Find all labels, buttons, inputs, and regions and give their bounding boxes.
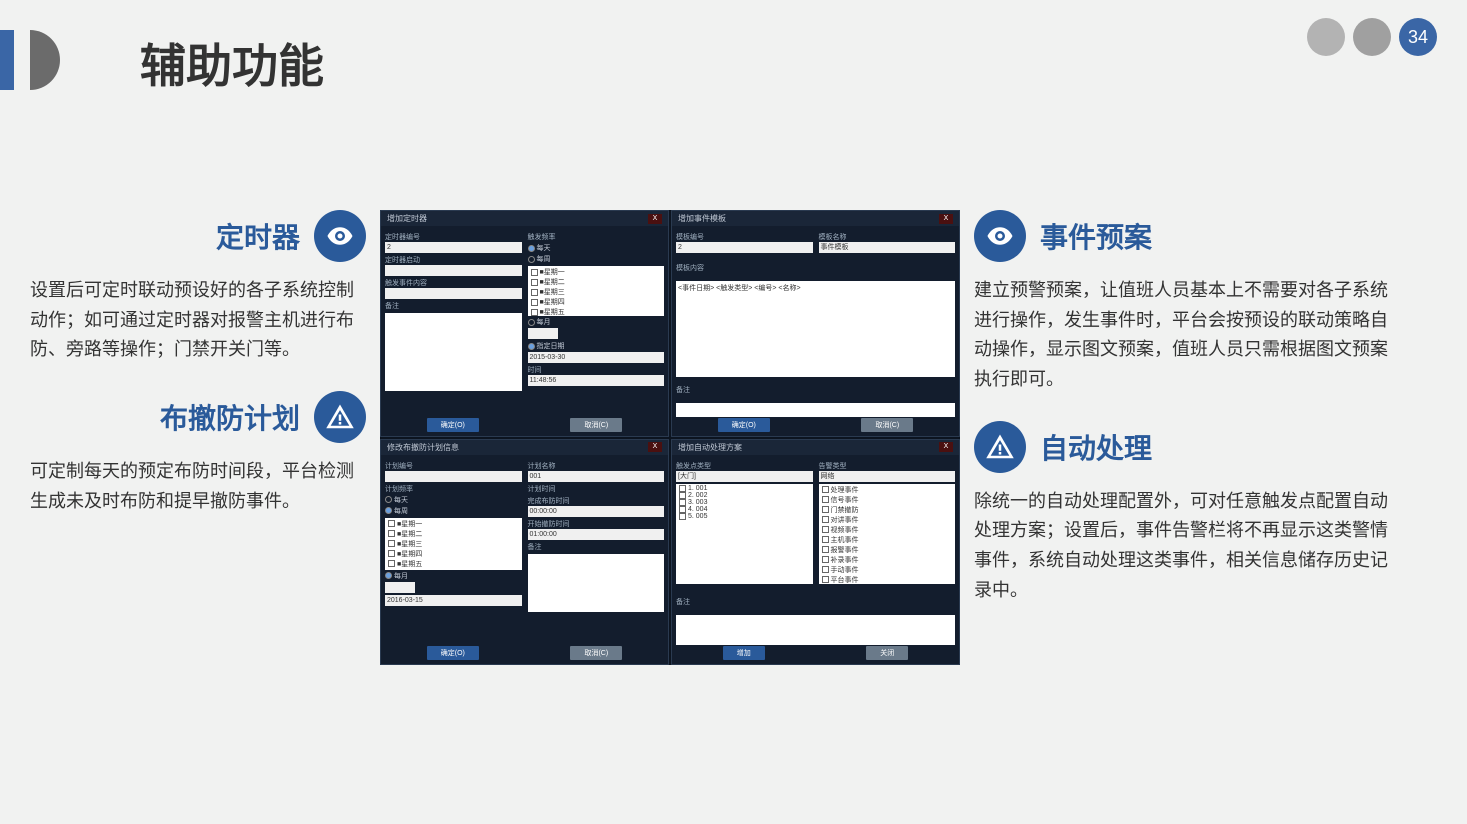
time-input[interactable]: 00:00:00 (528, 506, 665, 517)
field-label: 触发事件内容 (385, 278, 522, 288)
left-column: 定时器 设置后可定时联动预设好的各子系统控制动作；如可通过定时器对报警主机进行布… (30, 210, 376, 665)
ok-button[interactable]: 确定(O) (718, 418, 770, 432)
radio-option[interactable]: 指定日期 (528, 341, 665, 351)
field-label: 触发频率 (528, 232, 665, 242)
field-label: 计划频率 (385, 484, 522, 494)
field-label: 计划名称 (528, 461, 665, 471)
field-label: 触发点类型 (676, 461, 813, 471)
field-label: 备注 (528, 542, 665, 552)
close-icon[interactable]: X (939, 214, 953, 224)
field-label: 开始撤防时间 (528, 519, 665, 529)
field-label: 模板内容 (676, 263, 955, 273)
close-icon[interactable]: X (648, 214, 662, 224)
section-body: 设置后可定时联动预设好的各子系统控制动作；如可通过定时器对报警主机进行布防、旁路… (30, 276, 366, 365)
text-input[interactable]: 事件模板 (819, 242, 956, 253)
field-label: 备注 (676, 597, 955, 607)
cancel-button[interactable]: 取消(C) (570, 646, 622, 660)
dropdown[interactable]: 网络 (819, 471, 956, 482)
section-body: 可定制每天的预定布防时间段，平台检测生成未及时布防和提早撤防事件。 (30, 457, 366, 516)
panel-title-text: 增加事件模板 (678, 213, 726, 224)
field-label: 定时器编号 (385, 232, 522, 242)
date-input[interactable]: 2016-03-15 (385, 595, 522, 606)
cancel-button[interactable]: 取消(C) (861, 418, 913, 432)
radio-option[interactable]: 每周 (528, 254, 665, 264)
weekday-checklist[interactable]: ■星期一 ■星期二 ■星期三 ■星期四 ■星期五 (385, 518, 522, 570)
section-title: 定时器 (216, 216, 300, 256)
textarea[interactable] (528, 554, 665, 612)
radio-option[interactable]: 每周 (385, 506, 522, 516)
text-input[interactable]: 2 (385, 242, 522, 253)
cancel-button[interactable]: 取消(C) (570, 418, 622, 432)
field-label: 计划编号 (385, 461, 522, 471)
close-icon[interactable]: X (648, 442, 662, 452)
field-label: 模板编号 (676, 232, 813, 242)
panel-auto-process: 增加自动处理方案 X 触发点类型 [大门] 1. 001 2. 002 3. 00… (671, 439, 960, 666)
section-timer: 定时器 设置后可定时联动预设好的各子系统控制动作；如可通过定时器对报警主机进行布… (30, 210, 366, 365)
section-title: 事件预案 (1040, 216, 1152, 256)
text-input[interactable]: 001 (528, 471, 665, 482)
field-label: 计划时间 (528, 484, 665, 494)
date-input[interactable]: 2015-03-30 (528, 352, 665, 363)
weekday-checklist[interactable]: ■星期一 ■星期二 ■星期三 ■星期四 ■星期五 (528, 266, 665, 316)
day-input[interactable] (385, 582, 415, 593)
ok-button[interactable]: 确定(O) (427, 646, 479, 660)
field-label: 模板名称 (819, 232, 956, 242)
content-row: 定时器 设置后可定时联动预设好的各子系统控制动作；如可通过定时器对报警主机进行布… (30, 210, 1437, 665)
radio-option[interactable]: 每月 (385, 571, 522, 581)
field-label: 备注 (385, 301, 522, 311)
field-label: 定时器启动 (385, 255, 522, 265)
warning-icon (314, 391, 366, 443)
panel-title-text: 增加定时器 (387, 213, 427, 224)
screenshot-grid: 增加定时器 X 定时器编号 2 定时器启动 触发事件内容 备注 触发频率 每天 每… (380, 210, 960, 665)
section-event-plan: 事件预案 建立预警预案，让值班人员基本上不需要对各子系统进行操作，发生事件时，平… (974, 210, 1394, 395)
section-schedule: 布撤防计划 可定制每天的预定布防时间段，平台检测生成未及时布防和提早撤防事件。 (30, 391, 366, 516)
textarea[interactable]: <事件日期> <触发类型> <编号> <名称> (676, 281, 955, 377)
section-title: 自动处理 (1040, 427, 1152, 467)
panel-add-timer: 增加定时器 X 定时器编号 2 定时器启动 触发事件内容 备注 触发频率 每天 每… (380, 210, 669, 437)
deco-circle (1307, 18, 1345, 56)
section-body: 建立预警预案，让值班人员基本上不需要对各子系统进行操作，发生事件时，平台会按预设… (974, 276, 1394, 395)
eye-icon (974, 210, 1026, 262)
section-body: 除统一的自动处理配置外，可对任意触发点配置自动处理方案；设置后，事件告警栏将不再… (974, 487, 1394, 606)
right-column: 事件预案 建立预警预案，让值班人员基本上不需要对各子系统进行操作，发生事件时，平… (964, 210, 1394, 665)
deco-circle (1353, 18, 1391, 56)
textarea[interactable] (676, 615, 955, 645)
time-input[interactable]: 11:48:56 (528, 375, 665, 386)
radio-option[interactable]: 每月 (528, 317, 665, 327)
add-button[interactable]: 增加 (723, 646, 765, 660)
close-icon[interactable]: X (939, 442, 953, 452)
text-input[interactable] (385, 288, 522, 299)
textarea[interactable] (676, 403, 955, 417)
text-input[interactable]: 2 (676, 242, 813, 253)
close-button[interactable]: 关闭 (866, 646, 908, 660)
alarm-type-list[interactable]: 处理事件 信号事件 门禁撤防 对讲事件 视频事件 主机事件 报警事件 补录事件 … (819, 484, 956, 584)
text-input[interactable] (385, 471, 522, 482)
radio-option[interactable]: 每天 (385, 495, 522, 505)
page-title: 辅助功能 (140, 30, 324, 96)
page-number-decoration: 34 (1307, 18, 1437, 56)
eye-icon (314, 210, 366, 262)
text-input[interactable] (385, 265, 522, 276)
day-input[interactable] (528, 328, 558, 339)
trigger-list[interactable]: 1. 001 2. 002 3. 003 4. 004 5. 005 (676, 484, 813, 584)
textarea[interactable] (385, 313, 522, 391)
page-number-badge: 34 (1399, 18, 1437, 56)
radio-option[interactable]: 每天 (528, 243, 665, 253)
ok-button[interactable]: 确定(O) (427, 418, 479, 432)
dropdown[interactable]: [大门] (676, 471, 813, 482)
panel-add-template: 增加事件模板 X 模板编号 2 模板名称 事件模板 模板内容 <事件日期> <触发… (671, 210, 960, 437)
field-label: 完成布防时间 (528, 496, 665, 506)
panel-title-text: 增加自动处理方案 (678, 442, 742, 453)
panel-title-text: 修改布撤防计划信息 (387, 442, 459, 453)
section-title: 布撤防计划 (160, 397, 300, 437)
field-label: 备注 (676, 385, 955, 395)
section-auto-process: 自动处理 除统一的自动处理配置外，可对任意触发点配置自动处理方案；设置后，事件告… (974, 421, 1394, 606)
warning-icon (974, 421, 1026, 473)
field-label: 时间 (528, 365, 665, 375)
panel-edit-schedule: 修改布撤防计划信息 X 计划编号 计划频率 每天 每周 ■星期一 ■星期二 ■星期… (380, 439, 669, 666)
field-label: 告警类型 (819, 461, 956, 471)
time-input[interactable]: 01:00:00 (528, 529, 665, 540)
